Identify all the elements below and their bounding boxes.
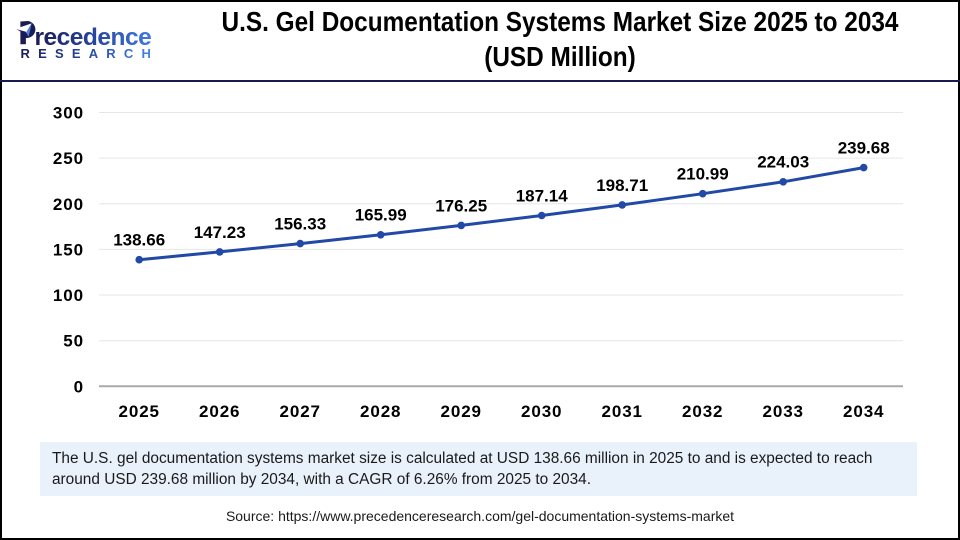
svg-text:138.66: 138.66 — [113, 231, 165, 250]
svg-text:200: 200 — [53, 195, 84, 214]
svg-text:2032: 2032 — [682, 402, 723, 421]
svg-text:2033: 2033 — [762, 402, 803, 421]
svg-text:239.68: 239.68 — [838, 139, 890, 158]
svg-text:224.03: 224.03 — [757, 153, 809, 172]
svg-text:147.23: 147.23 — [194, 223, 246, 242]
svg-text:198.71: 198.71 — [596, 176, 648, 195]
svg-text:176.25: 176.25 — [435, 196, 487, 215]
svg-text:2029: 2029 — [440, 402, 481, 421]
svg-text:2026: 2026 — [199, 402, 240, 421]
svg-text:100: 100 — [53, 286, 84, 305]
svg-text:2028: 2028 — [360, 402, 401, 421]
svg-text:210.99: 210.99 — [677, 165, 729, 184]
svg-text:2027: 2027 — [279, 402, 320, 421]
svg-text:150: 150 — [53, 240, 84, 259]
svg-text:2034: 2034 — [843, 402, 884, 421]
svg-text:300: 300 — [53, 104, 84, 123]
svg-text:50: 50 — [63, 332, 84, 351]
svg-text:2025: 2025 — [118, 402, 159, 421]
svg-text:250: 250 — [53, 149, 84, 168]
svg-text:2031: 2031 — [601, 402, 642, 421]
svg-text:156.33: 156.33 — [274, 215, 326, 234]
svg-text:187.14: 187.14 — [516, 186, 569, 205]
svg-text:recedence: recedence — [35, 24, 152, 51]
svg-text:RESEARCH: RESEARCH — [21, 46, 160, 61]
svg-text:0: 0 — [74, 377, 84, 396]
svg-text:165.99: 165.99 — [355, 206, 407, 225]
svg-text:2030: 2030 — [521, 402, 562, 421]
